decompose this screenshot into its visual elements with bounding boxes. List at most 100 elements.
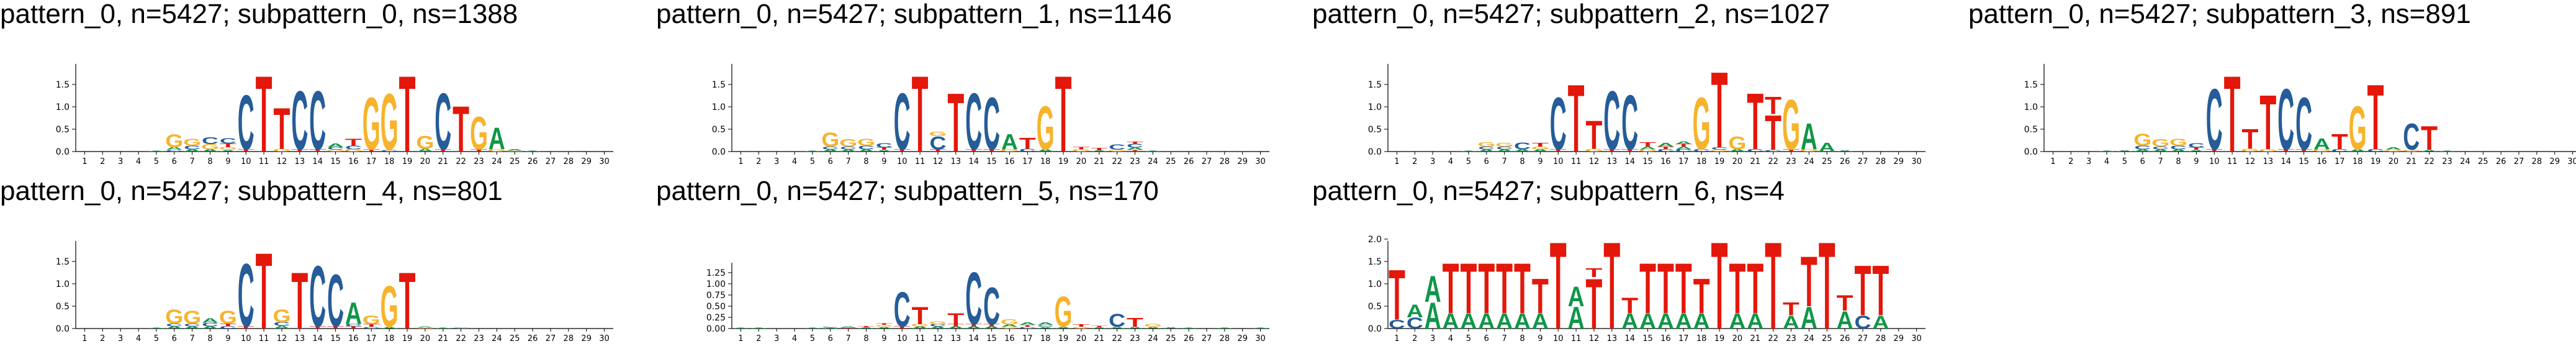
logo-letter-C: C bbox=[1693, 148, 1710, 152]
x-tick-label: 21 bbox=[438, 157, 448, 166]
logo-letter-C: C bbox=[858, 145, 875, 150]
logo-letter-G: G bbox=[1800, 148, 1818, 152]
x-tick-label: 12 bbox=[933, 157, 943, 166]
x-tick-label: 25 bbox=[2478, 157, 2488, 166]
logo-letter-T: T bbox=[983, 149, 1000, 153]
x-tick-label: 26 bbox=[2496, 157, 2506, 166]
logo-letter-C: C bbox=[166, 149, 182, 152]
x-tick-label: 22 bbox=[1112, 334, 1122, 343]
x-tick-label: 15 bbox=[2299, 157, 2309, 166]
x-tick-label: 8 bbox=[1520, 334, 1524, 343]
x-tick-label: 22 bbox=[2424, 157, 2434, 166]
logo-letter-C: C bbox=[2403, 116, 2420, 158]
logo-panel: pattern_0, n=5427; subpattern_3, ns=891 … bbox=[1968, 0, 2576, 177]
x-tick-label: 12 bbox=[1589, 157, 1600, 166]
logo-letter-C: C bbox=[1109, 143, 1125, 151]
logo-letter-A: A bbox=[1127, 147, 1143, 151]
logo-letter-T: T bbox=[858, 325, 875, 327]
logo-letter-A: A bbox=[489, 122, 505, 157]
y-tick-label: 0.75 bbox=[706, 291, 726, 301]
x-tick-label: 29 bbox=[2549, 157, 2560, 166]
logo-letter-T: T bbox=[256, 53, 272, 175]
logo-letter-T: T bbox=[894, 326, 911, 330]
logo-letter-G: G bbox=[2259, 148, 2277, 152]
logo-letter-A: A bbox=[1037, 322, 1054, 326]
logo-letter-T: T bbox=[1675, 249, 1692, 329]
logo-letter-T: T bbox=[1514, 249, 1531, 329]
logo-letter-G: G bbox=[488, 148, 506, 152]
logo-letter-A: A bbox=[1729, 148, 1745, 152]
logo-letter-G: G bbox=[929, 130, 947, 137]
x-tick-label: 4 bbox=[792, 334, 797, 343]
x-tick-label: 8 bbox=[1520, 157, 1524, 166]
logo-letter-G: G bbox=[2169, 137, 2187, 148]
logo-letter-A: A bbox=[1127, 326, 1143, 329]
logo-letter-T: T bbox=[1055, 53, 1072, 175]
x-tick-label: 20 bbox=[2389, 157, 2399, 166]
x-tick-label: 16 bbox=[2317, 157, 2327, 166]
x-tick-label: 30 bbox=[1255, 157, 1266, 166]
logo-letter-T: T bbox=[327, 326, 344, 330]
x-tick-label: 16 bbox=[348, 334, 359, 343]
logo-letter-G: G bbox=[183, 137, 201, 148]
x-tick-label: 5 bbox=[154, 334, 159, 343]
logo-letter-A: A bbox=[947, 325, 964, 329]
logo-letter-G: G bbox=[2384, 149, 2402, 152]
x-tick-label: 30 bbox=[1911, 334, 1922, 343]
y-tick-label: 0.00 bbox=[706, 324, 726, 334]
logo-letter-T: T bbox=[2331, 130, 2348, 155]
y-tick-label: 1.0 bbox=[1368, 102, 1382, 112]
logo-letter-T: T bbox=[1127, 141, 1143, 145]
x-tick-label: 8 bbox=[207, 157, 212, 166]
x-tick-label: 15 bbox=[330, 157, 341, 166]
logo-letter-A: A bbox=[858, 327, 875, 329]
y-tick-label: 1.5 bbox=[1368, 257, 1382, 267]
logo-letter-T: T bbox=[1711, 50, 1728, 171]
logo-letter-C: C bbox=[1037, 325, 1054, 328]
logo-letter-G: G bbox=[1001, 326, 1019, 329]
logo-letter-C: C bbox=[1019, 148, 1036, 153]
logo-letter-A: A bbox=[1145, 150, 1161, 152]
x-tick-label: 24 bbox=[1804, 334, 1814, 343]
logo-letter-A: A bbox=[1837, 307, 1853, 334]
x-tick-label: 5 bbox=[154, 157, 159, 166]
x-tick-label: 9 bbox=[225, 157, 230, 166]
logo-letter-C: C bbox=[309, 247, 326, 345]
logo-letter-T: T bbox=[1747, 76, 1763, 167]
x-tick-label: 13 bbox=[295, 157, 305, 166]
logo-letter-G: G bbox=[2313, 148, 2331, 152]
x-tick-label: 19 bbox=[402, 334, 413, 343]
logo-letter-A: A bbox=[1747, 309, 1763, 334]
logo-letter-T: T bbox=[1019, 135, 1036, 152]
x-tick-label: 26 bbox=[528, 157, 538, 166]
logo-letter-C: C bbox=[381, 149, 398, 152]
x-tick-label: 20 bbox=[420, 334, 431, 343]
logo-letter-A: A bbox=[840, 148, 857, 152]
x-tick-label: 6 bbox=[1484, 157, 1489, 166]
logo-letter-C: C bbox=[327, 147, 344, 151]
logo-letter-A: A bbox=[876, 149, 893, 152]
logo-letter-A: A bbox=[2349, 148, 2366, 152]
logo-letter-T: T bbox=[309, 326, 326, 330]
logo-letter-G: G bbox=[416, 132, 434, 153]
logo-letter-C: C bbox=[822, 146, 839, 150]
x-tick-label: 13 bbox=[2263, 157, 2274, 166]
panel-title: pattern_0, n=5427; subpattern_5, ns=170 bbox=[656, 176, 1159, 206]
logo-letter-A: A bbox=[2116, 150, 2133, 152]
logo-plot: 0.000.250.500.751.001.251 2 3 4 5 6 7 8 9 10 11 12 1… bbox=[706, 257, 1269, 343]
x-tick-label: 11 bbox=[2227, 157, 2238, 166]
logo-letter-A: A bbox=[876, 326, 893, 329]
logo-letter-T: T bbox=[1729, 249, 1745, 329]
logo-letter-G: G bbox=[1001, 318, 1019, 326]
x-tick-label: 17 bbox=[1022, 334, 1033, 343]
logo-letter-A: A bbox=[2134, 148, 2151, 152]
x-tick-label: 15 bbox=[986, 334, 997, 343]
logo-letter-T: T bbox=[1586, 112, 1603, 158]
y-tick-label: 0.0 bbox=[56, 147, 70, 157]
x-tick-label: 23 bbox=[1786, 157, 1796, 166]
x-tick-label: 29 bbox=[1237, 334, 1248, 343]
logo-letter-C: C bbox=[1496, 146, 1513, 150]
logo-letter-T: T bbox=[220, 142, 236, 148]
logo-letter-T: T bbox=[912, 302, 929, 330]
logo-letter-T: T bbox=[1621, 294, 1638, 318]
